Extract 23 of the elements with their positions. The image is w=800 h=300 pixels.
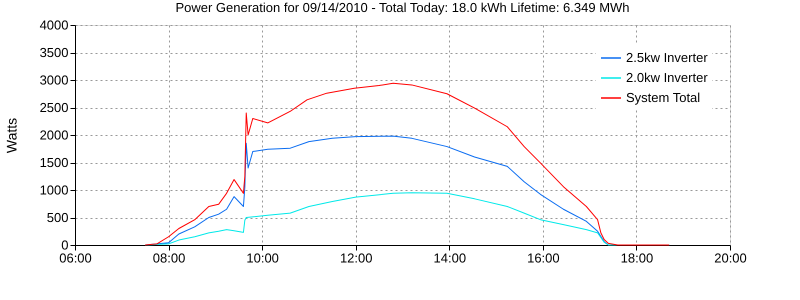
chart-title: Power Generation for 09/14/2010 - Total Today: 18.0 kWh Lifetime: 6.349 MWh: [175, 0, 630, 15]
y-tick-label: 3000: [40, 72, 68, 88]
x-tick-label: 06:00: [59, 250, 92, 266]
x-tick-label: 14:00: [434, 250, 466, 266]
x-tick-label: 08:00: [152, 250, 186, 266]
y-tick-label: 2000: [40, 128, 68, 142]
y-tick-label: 1500: [40, 155, 68, 170]
y-tick-label: 0: [61, 238, 68, 252]
x-tick-label: 18:00: [620, 250, 654, 266]
y-tick-label: 3500: [40, 45, 68, 60]
y-tick-label: 500: [46, 210, 68, 225]
legend-label: 2.0kw Inverter: [626, 70, 708, 85]
x-tick-label: 12:00: [340, 250, 372, 266]
y-tick-label: 4000: [40, 18, 68, 32]
x-tick-label: 16:00: [527, 250, 560, 266]
x-tick-label: 10:00: [246, 250, 279, 266]
x-tick-label: 20:00: [714, 250, 747, 266]
y-tick-label: 1000: [40, 182, 68, 198]
legend-label: 2.5kw Inverter: [626, 50, 708, 65]
y-axis-title: Watts: [4, 118, 20, 154]
legend-label: System Total: [626, 90, 700, 105]
line-series: [144, 82, 670, 246]
y-tick-label: 2500: [40, 100, 68, 115]
